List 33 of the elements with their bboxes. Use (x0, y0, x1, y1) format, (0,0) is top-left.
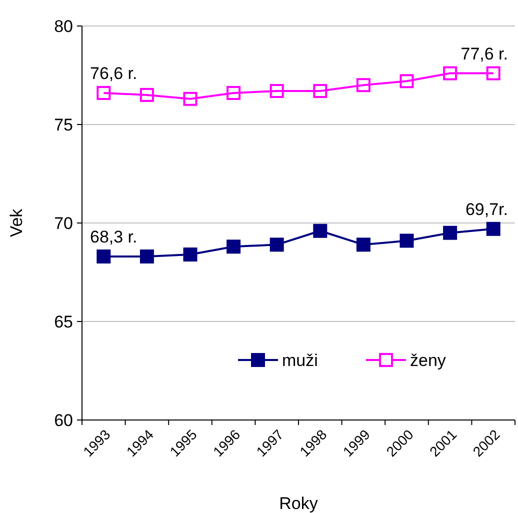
point (140, 249, 154, 264)
x-axis-title: Roky (279, 494, 318, 513)
y-tick-label: 60 (54, 410, 73, 430)
point (443, 226, 458, 240)
y-axis-title: Vek (7, 208, 26, 238)
point (356, 78, 370, 92)
y-tick-label: 80 (54, 16, 73, 36)
legend-label: muži (282, 350, 318, 370)
point (313, 84, 328, 98)
annotation: 77,6 r. (460, 44, 508, 64)
point (400, 234, 414, 248)
point (443, 66, 458, 80)
point (226, 240, 241, 254)
point (140, 88, 154, 102)
point (96, 86, 111, 100)
annotation: 76,6 r. (90, 64, 138, 83)
point (486, 222, 500, 236)
point (183, 248, 198, 262)
y-tick-label: 65 (54, 312, 73, 332)
y-tick-label: 70 (54, 214, 73, 233)
point (486, 66, 500, 80)
point (226, 86, 241, 100)
point (270, 84, 284, 98)
annotation: 69,7r. (465, 200, 508, 219)
point (313, 224, 328, 238)
point (96, 249, 111, 264)
legend-label: ženy (410, 350, 446, 370)
point (270, 238, 284, 252)
y-tick-label: 75 (54, 115, 73, 134)
point (356, 238, 370, 252)
point (400, 74, 414, 88)
annotation: 68,3 r. (90, 227, 138, 246)
point (183, 92, 198, 106)
